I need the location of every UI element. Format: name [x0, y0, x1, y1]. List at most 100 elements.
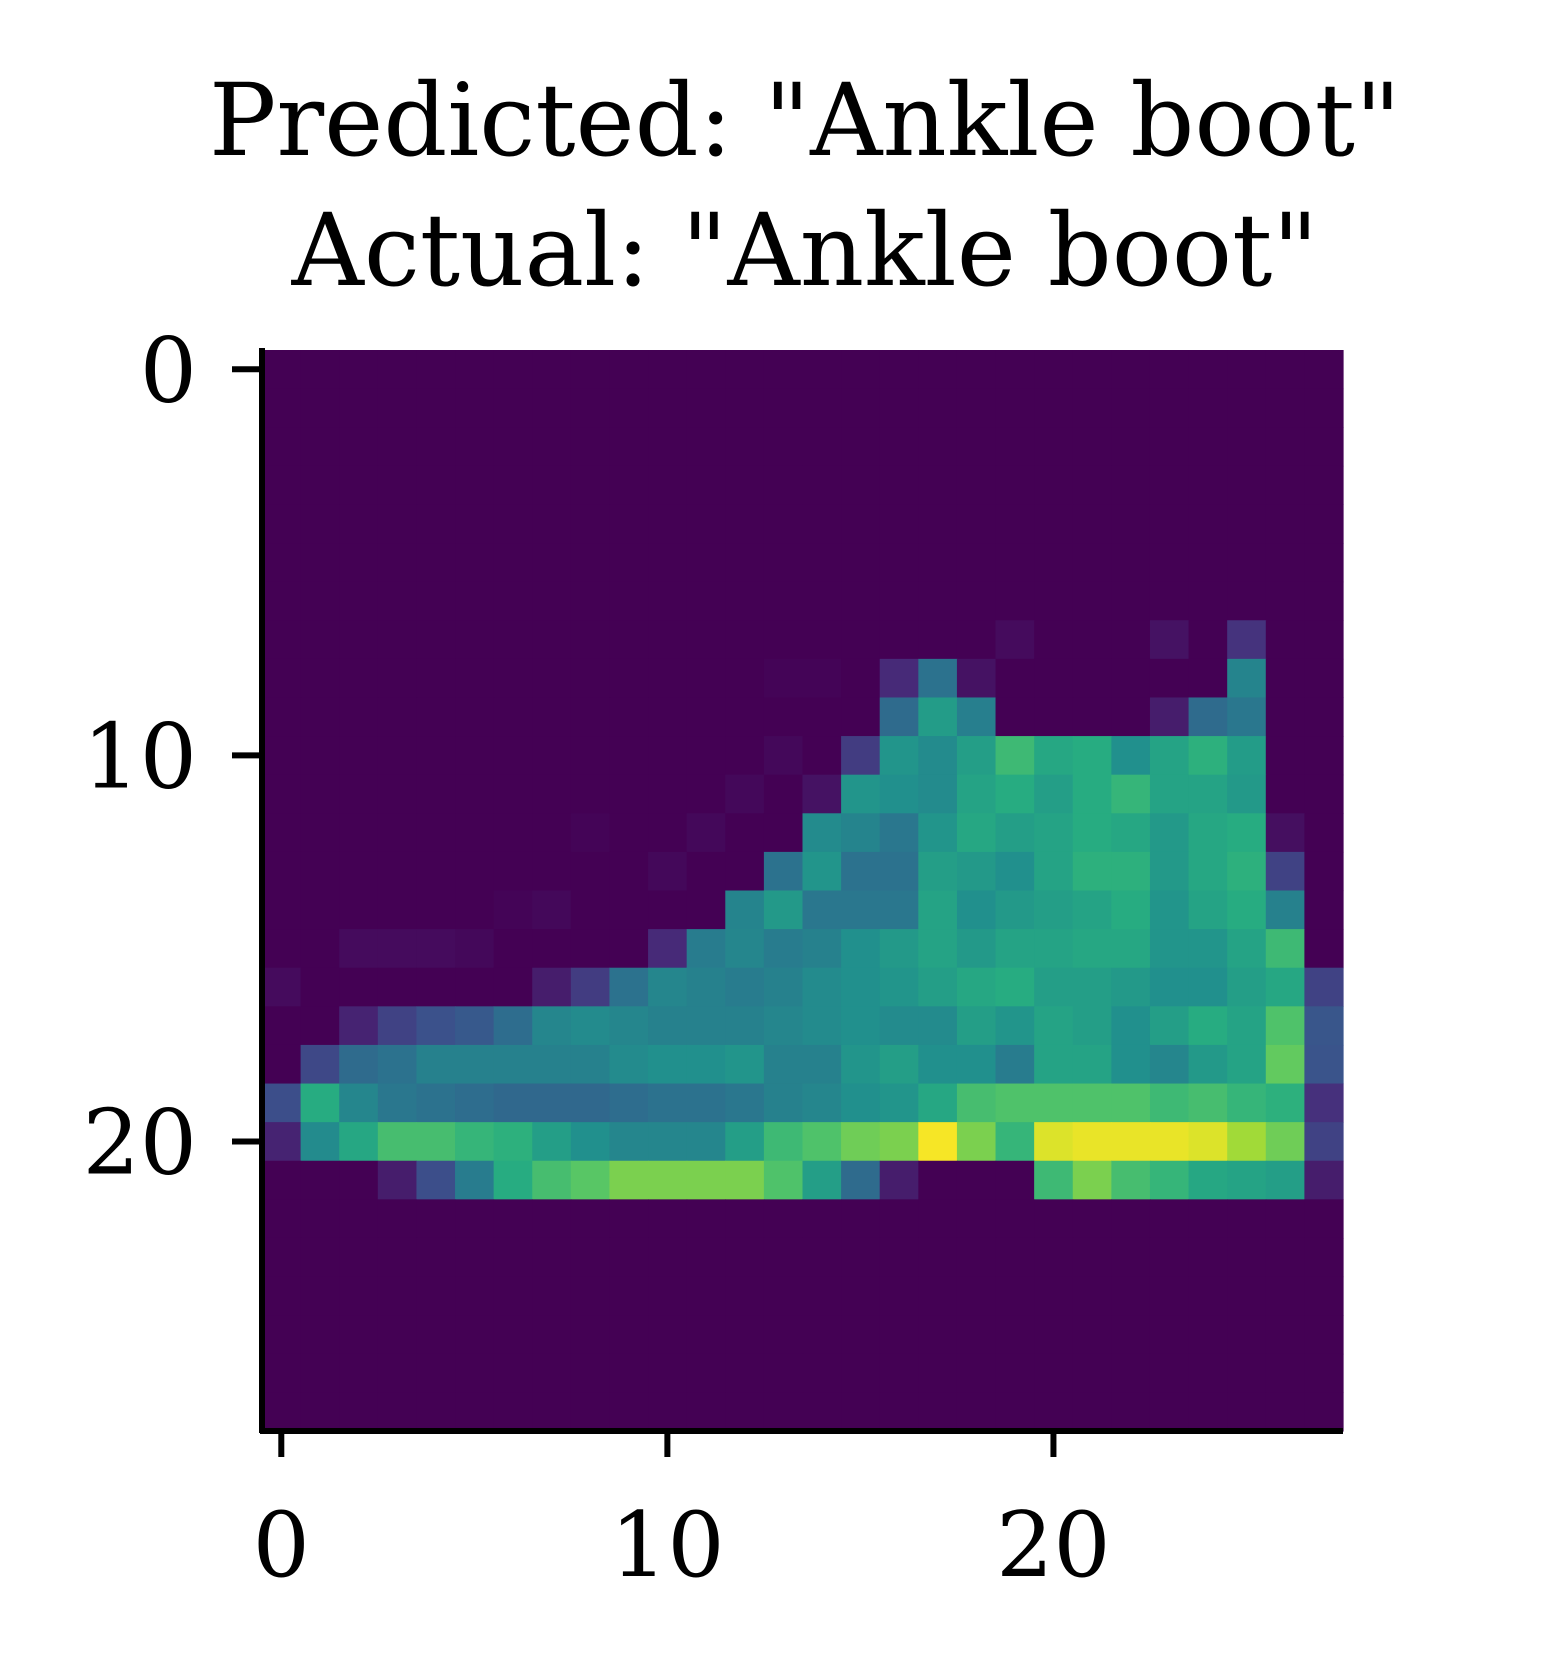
- heatmap-cell: [725, 1160, 765, 1200]
- heatmap-cell: [995, 658, 1035, 699]
- heatmap-cell: [1227, 504, 1267, 544]
- heatmap-cell: [956, 543, 997, 583]
- heatmap-cell: [1304, 1199, 1344, 1239]
- heatmap-cell: [1265, 543, 1305, 583]
- heatmap-cell: [1304, 967, 1344, 1007]
- heatmap-cell: [455, 465, 495, 506]
- heatmap-cell: [262, 813, 302, 853]
- heatmap-cell: [570, 1392, 611, 1432]
- heatmap-cell: [377, 736, 418, 776]
- heatmap-cell: [841, 1044, 881, 1085]
- y-tick-label: 10: [82, 704, 197, 809]
- heatmap-cell: [377, 967, 418, 1007]
- heatmap-cell: [1227, 427, 1267, 467]
- heatmap-cell: [532, 1276, 572, 1316]
- heatmap-cell: [455, 813, 495, 853]
- heatmap-cell: [686, 1353, 726, 1393]
- heatmap-cell: [416, 1083, 456, 1123]
- heatmap-cell: [493, 851, 533, 892]
- heatmap-cell: [532, 1083, 572, 1123]
- heatmap-cell: [802, 1392, 842, 1432]
- heatmap-cell: [1265, 1199, 1305, 1239]
- heatmap-cell: [1227, 1083, 1267, 1123]
- heatmap-cell: [956, 697, 997, 737]
- heatmap-cell: [1227, 929, 1267, 969]
- heatmap-cell: [1072, 620, 1112, 660]
- heatmap-cell: [377, 581, 418, 621]
- heatmap-cell: [725, 1006, 765, 1046]
- heatmap-cell: [995, 1276, 1035, 1316]
- heatmap-cell: [1034, 543, 1074, 583]
- heatmap-cell: [879, 697, 919, 737]
- heatmap-cell: [1227, 1392, 1267, 1432]
- heatmap-cell: [532, 427, 572, 467]
- heatmap-cell: [493, 1199, 533, 1239]
- heatmap-cell: [956, 388, 997, 428]
- heatmap-cell: [802, 465, 842, 506]
- heatmap-cell: [879, 620, 919, 660]
- heatmap-cell: [686, 1006, 726, 1046]
- heatmap-cell: [1034, 581, 1074, 621]
- heatmap-cell: [339, 1276, 379, 1316]
- heatmap-cell: [455, 774, 495, 814]
- heatmap-cell: [1149, 890, 1190, 930]
- heatmap-cell: [532, 504, 572, 544]
- heatmap-cell: [763, 967, 804, 1007]
- heatmap-cell: [686, 1199, 726, 1239]
- heatmap-cell: [995, 1006, 1035, 1046]
- heatmap-cell: [648, 1122, 688, 1162]
- heatmap-cell: [609, 774, 649, 814]
- heatmap-cell: [416, 1237, 456, 1278]
- heatmap-cell: [1227, 1122, 1267, 1162]
- heatmap-cell: [1227, 350, 1267, 390]
- heatmap-cell: [377, 813, 418, 853]
- heatmap-cell: [570, 851, 611, 892]
- heatmap-cell: [300, 736, 340, 776]
- heatmap-cell: [841, 1199, 881, 1239]
- heatmap-cell: [300, 1353, 340, 1393]
- heatmap-cell: [686, 813, 726, 853]
- heatmap-cell: [995, 697, 1035, 737]
- heatmap-cell: [455, 620, 495, 660]
- heatmap-cell: [725, 581, 765, 621]
- heatmap-cell: [956, 967, 997, 1007]
- heatmap-cell: [648, 543, 688, 583]
- heatmap-cell: [648, 851, 688, 892]
- heatmap-cell: [1149, 388, 1190, 428]
- heatmap-cell: [841, 504, 881, 544]
- heatmap-cell: [763, 813, 804, 853]
- heatmap-cell: [493, 1006, 533, 1046]
- heatmap-cell: [262, 1122, 302, 1162]
- heatmap-cell: [1227, 1044, 1267, 1085]
- heatmap-cell: [802, 543, 842, 583]
- heatmap-cell: [956, 1006, 997, 1046]
- heatmap-cell: [1188, 350, 1228, 390]
- heatmap-cell: [300, 543, 340, 583]
- heatmap-cell: [262, 620, 302, 660]
- heatmap-cell: [841, 620, 881, 660]
- heatmap-cell: [725, 890, 765, 930]
- heatmap-cell: [493, 1160, 533, 1200]
- heatmap-cell: [493, 1353, 533, 1393]
- heatmap-cell: [1227, 388, 1267, 428]
- heatmap-cell: [648, 658, 688, 699]
- heatmap-cell: [300, 774, 340, 814]
- heatmap-cell: [1188, 890, 1228, 930]
- heatmap-cell: [763, 1006, 804, 1046]
- heatmap-cell: [1072, 851, 1112, 892]
- heatmap-cell: [1265, 1044, 1305, 1085]
- heatmap-cell: [1149, 1083, 1190, 1123]
- heatmap-cell: [262, 890, 302, 930]
- heatmap-cell: [763, 504, 804, 544]
- heatmap-cell: [609, 1353, 649, 1393]
- heatmap-cell: [455, 1122, 495, 1162]
- heatmap-cell: [455, 736, 495, 776]
- heatmap-cell: [1111, 658, 1151, 699]
- heatmap-cell: [455, 1006, 495, 1046]
- heatmap-cell: [1149, 427, 1190, 467]
- heatmap-cell: [995, 1044, 1035, 1085]
- heatmap-cell: [570, 543, 611, 583]
- heatmap-cell: [841, 1122, 881, 1162]
- heatmap-cell: [1034, 658, 1074, 699]
- heatmap-cell: [725, 658, 765, 699]
